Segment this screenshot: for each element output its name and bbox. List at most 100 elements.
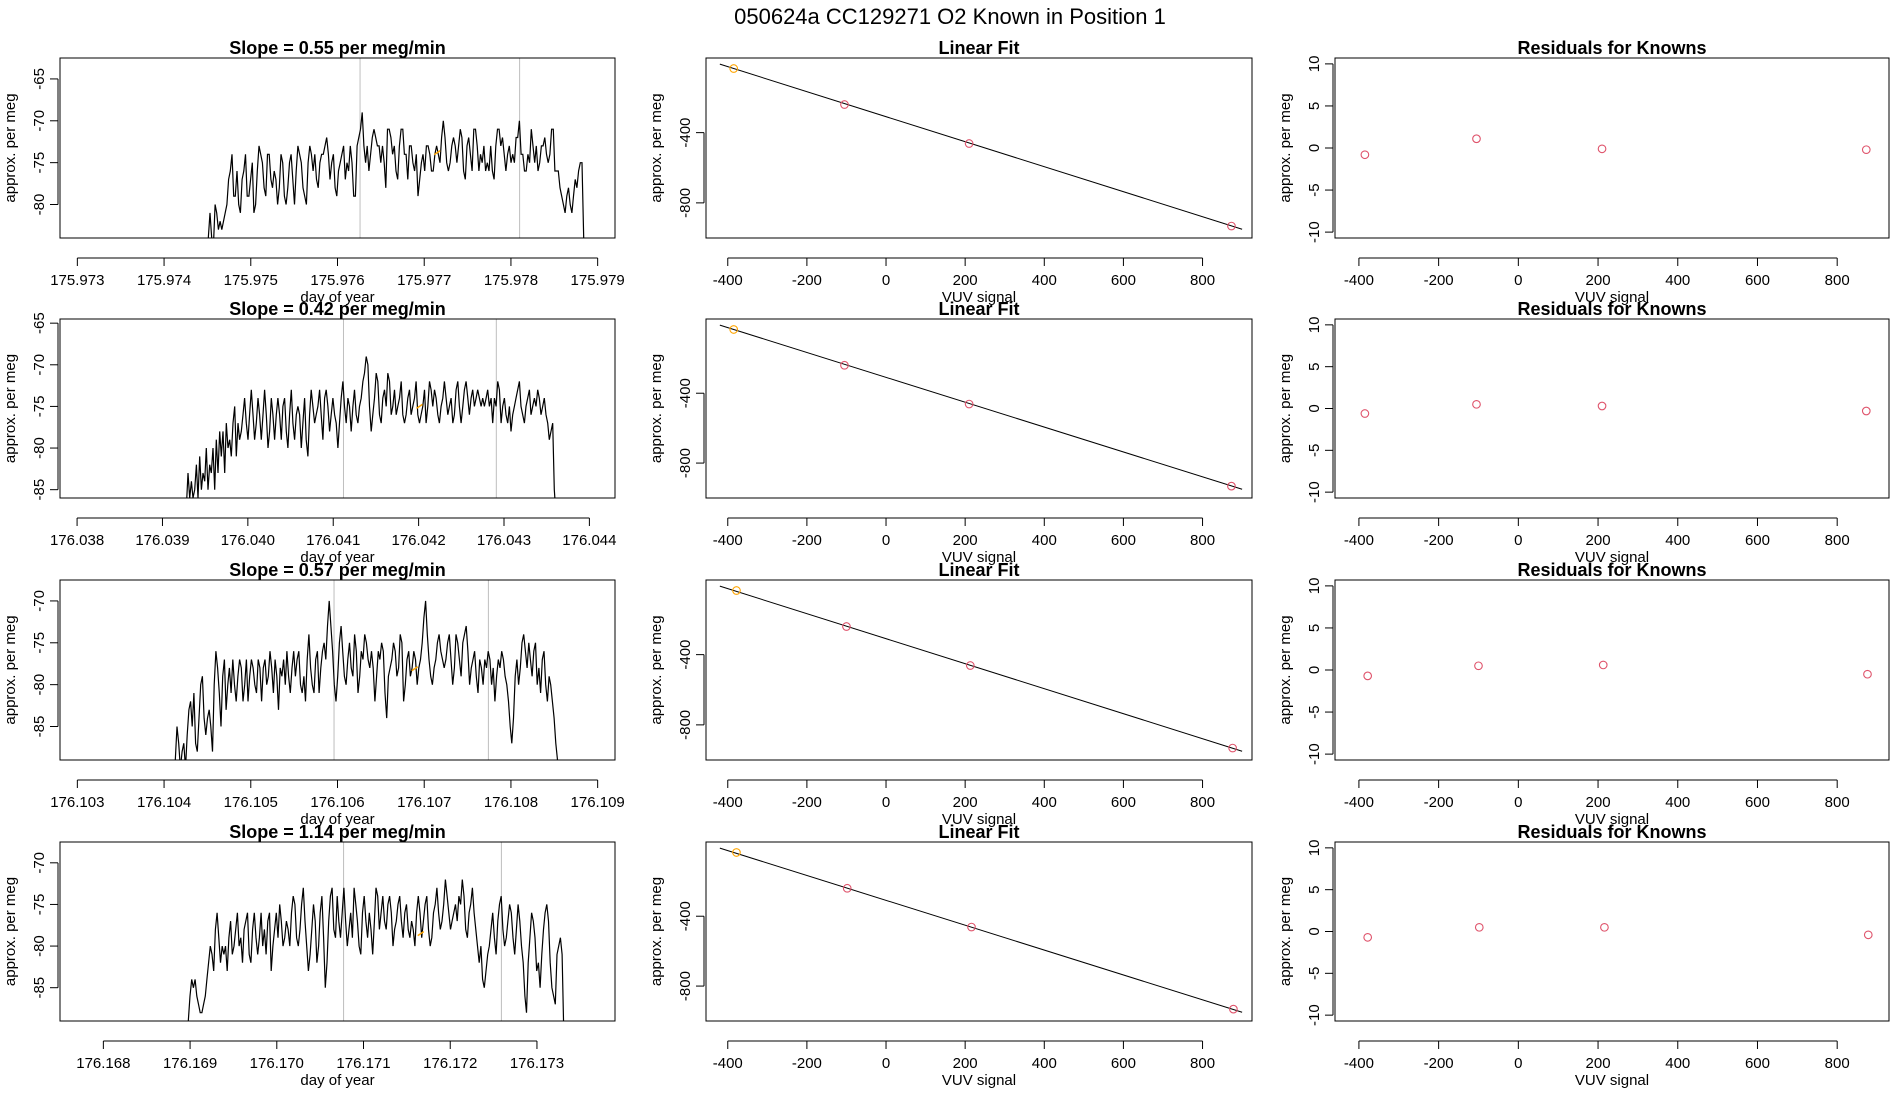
x-tick-label: 175.974 xyxy=(137,272,191,289)
panel-4-2: Linear Fit -400 -200 0 200 400 600 800 VUV signa… xyxy=(648,822,1253,1089)
x-tick-label: 176.106 xyxy=(310,794,364,811)
x-axis: -400 -200 0 200 400 600 800 VUV signal xyxy=(1344,779,1850,828)
y-tick-label: -10 xyxy=(1306,481,1323,503)
x-tick-label: -400 xyxy=(713,1055,743,1072)
panel-title: Linear Fit xyxy=(938,822,1019,842)
x-tick-label: 0 xyxy=(1514,272,1522,289)
y-tick-label: -800 xyxy=(677,971,694,1001)
y-tick-label: -5 xyxy=(1306,183,1323,196)
x-tick-label: 176.042 xyxy=(391,532,445,549)
y-axis-label: approx. per meg xyxy=(1277,354,1294,463)
y-tick-label: -80 xyxy=(31,674,48,696)
y-axis-label: approx. per meg xyxy=(648,877,665,986)
y-tick-label: 0 xyxy=(1306,144,1323,152)
x-axis-label: VUV signal xyxy=(1575,1072,1649,1089)
x-tick-label: -200 xyxy=(792,1055,822,1072)
plot-frame xyxy=(1334,841,1890,1022)
y-tick-label: -80 xyxy=(31,935,48,957)
x-tick-label: 400 xyxy=(1665,1055,1690,1072)
data-point xyxy=(729,325,739,334)
y-axis-label: approx. per meg xyxy=(2,93,19,202)
data-point xyxy=(1363,671,1373,681)
y-tick-label: 5 xyxy=(1306,363,1323,371)
data-point xyxy=(1863,930,1873,940)
x-tick-label: 400 xyxy=(1665,794,1690,811)
x-axis-label: VUV signal xyxy=(942,549,1016,566)
plot-frame xyxy=(59,57,616,239)
x-tick-label: -400 xyxy=(713,794,743,811)
x-tick-label: 200 xyxy=(953,1055,978,1072)
x-tick-label: 176.169 xyxy=(163,1055,217,1072)
data-trace xyxy=(174,600,559,760)
panel-2-1: Slope = 0.42 per meg/min 176.038 176.039 17… xyxy=(2,299,617,566)
x-tick-label: 200 xyxy=(1586,532,1611,549)
data-point xyxy=(840,360,849,370)
y-axis-label: approx. per meg xyxy=(2,615,19,724)
data-point xyxy=(1472,134,1481,144)
data-point xyxy=(1474,922,1484,932)
data-point xyxy=(1227,221,1236,231)
x-axis: 176.168 176.169 176.170 176.171 176.172 176.1… xyxy=(76,1040,564,1089)
x-tick-label: 400 xyxy=(1032,794,1057,811)
y-tick-label: -65 xyxy=(31,68,48,90)
reference-mark xyxy=(416,403,423,410)
data-point xyxy=(1598,660,1608,670)
x-tick-label: -400 xyxy=(713,272,743,289)
x-tick-label: 400 xyxy=(1665,272,1690,289)
data-point xyxy=(1360,150,1370,160)
data-point xyxy=(1597,401,1607,411)
x-tick-label: 175.977 xyxy=(397,272,451,289)
x-tick-label: 200 xyxy=(1586,794,1611,811)
panel-3-3: Residuals for Knowns -400 -200 0 200 400 600 80… xyxy=(1277,560,1890,828)
x-axis-label: VUV signal xyxy=(942,1072,1016,1089)
x-axis: -400 -200 0 200 400 600 800 VUV signal xyxy=(1344,517,1850,566)
x-tick-label: 175.979 xyxy=(571,272,625,289)
page-title: 050624a CC129271 O2 Known in Position 1 xyxy=(734,4,1166,29)
x-axis: 176.038 176.039 176.040 176.041 176.042 176.0… xyxy=(50,517,617,566)
fit-line xyxy=(719,63,1243,230)
y-tick-label: -80 xyxy=(31,437,48,459)
panel-3-2: Linear Fit -400 -200 0 200 400 600 800 VUV signa… xyxy=(648,560,1253,828)
data-point xyxy=(842,883,852,893)
data-point xyxy=(840,100,849,109)
x-tick-label: 200 xyxy=(953,794,978,811)
x-axis-label: VUV signal xyxy=(942,811,1016,828)
x-tick-label: 175.975 xyxy=(224,272,278,289)
panel-2-3: Residuals for Knowns -400 -200 0 200 400 600 80… xyxy=(1277,299,1890,566)
y-tick-label: -800 xyxy=(677,188,694,218)
y-tick-label: -10 xyxy=(1306,1004,1323,1026)
data-point xyxy=(1360,409,1370,418)
x-tick-label: -200 xyxy=(792,272,822,289)
x-tick-label: 600 xyxy=(1111,272,1136,289)
x-tick-label: 0 xyxy=(882,272,890,289)
x-tick-label: 600 xyxy=(1111,794,1136,811)
x-tick-label: 800 xyxy=(1190,272,1215,289)
data-point xyxy=(732,848,741,857)
data-trace xyxy=(186,356,556,498)
y-axis: -800 -400 approx. per meg xyxy=(648,354,705,478)
x-tick-label: 0 xyxy=(882,532,890,549)
x-tick-label: 200 xyxy=(1586,1055,1611,1072)
x-tick-label: -200 xyxy=(792,532,822,549)
x-tick-label: 800 xyxy=(1825,794,1850,811)
x-tick-label: 0 xyxy=(882,794,890,811)
x-axis: -400 -200 0 200 400 600 800 VUV signal xyxy=(713,257,1215,306)
x-tick-label: 400 xyxy=(1665,532,1690,549)
panel-title: Slope = 0.42 per meg/min xyxy=(229,299,446,319)
x-tick-label: 176.172 xyxy=(423,1055,477,1072)
x-tick-label: 200 xyxy=(1586,272,1611,289)
plot-frame xyxy=(59,579,616,761)
y-tick-label: 10 xyxy=(1306,317,1323,334)
y-tick-label: 0 xyxy=(1306,927,1323,935)
y-axis-label: approx. per meg xyxy=(648,354,665,463)
data-trace xyxy=(187,879,565,1021)
y-tick-label: -800 xyxy=(677,710,694,740)
x-tick-label: -400 xyxy=(1344,794,1374,811)
x-tick-label: 176.108 xyxy=(484,794,538,811)
x-tick-label: 0 xyxy=(1514,532,1522,549)
y-tick-label: 5 xyxy=(1306,624,1323,632)
